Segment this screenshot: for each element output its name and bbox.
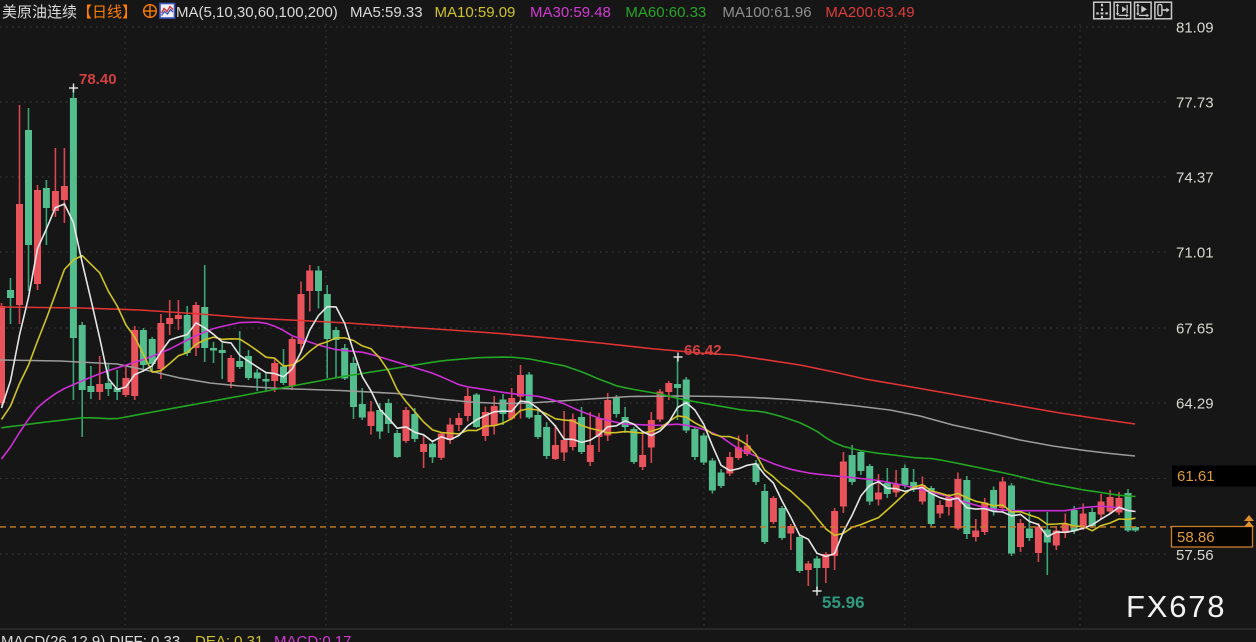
svg-text:MA200:63.49: MA200:63.49 (825, 4, 914, 21)
svg-text:55.96: 55.96 (822, 593, 865, 612)
svg-text:71.01: 71.01 (1176, 245, 1214, 262)
svg-text:MA30:59.48: MA30:59.48 (530, 4, 611, 21)
svg-text:FX678: FX678 (1126, 589, 1226, 624)
svg-text:MA5:59.33: MA5:59.33 (350, 4, 423, 21)
svg-text:57.56: 57.56 (1176, 547, 1214, 564)
svg-text:MA10:59.09: MA10:59.09 (435, 4, 516, 21)
svg-text:MA60:60.33: MA60:60.33 (625, 4, 706, 21)
svg-text:61.61: 61.61 (1177, 468, 1215, 485)
svg-text:【日线】: 【日线】 (77, 4, 137, 21)
svg-text:MA(5,10,30,60,100,200): MA(5,10,30,60,100,200) (176, 4, 338, 21)
svg-text:58.86: 58.86 (1177, 529, 1215, 546)
svg-text:MA100:61.96: MA100:61.96 (722, 4, 811, 21)
svg-text:74.37: 74.37 (1176, 170, 1214, 187)
svg-text:DEA: 0.31: DEA: 0.31 (195, 633, 263, 642)
svg-text:64.29: 64.29 (1176, 396, 1214, 413)
svg-text:美原油连续: 美原油连续 (2, 4, 77, 21)
svg-text:MACD:0.17: MACD:0.17 (274, 633, 352, 642)
svg-text:81.09: 81.09 (1176, 20, 1214, 37)
svg-text:66.42: 66.42 (684, 342, 722, 359)
svg-text:77.73: 77.73 (1176, 95, 1214, 112)
svg-text:78.40: 78.40 (79, 71, 117, 88)
svg-text:67.65: 67.65 (1176, 321, 1214, 338)
svg-text:MACD(26,12,9) DIFF: 0.33: MACD(26,12,9) DIFF: 0.33 (1, 633, 180, 642)
